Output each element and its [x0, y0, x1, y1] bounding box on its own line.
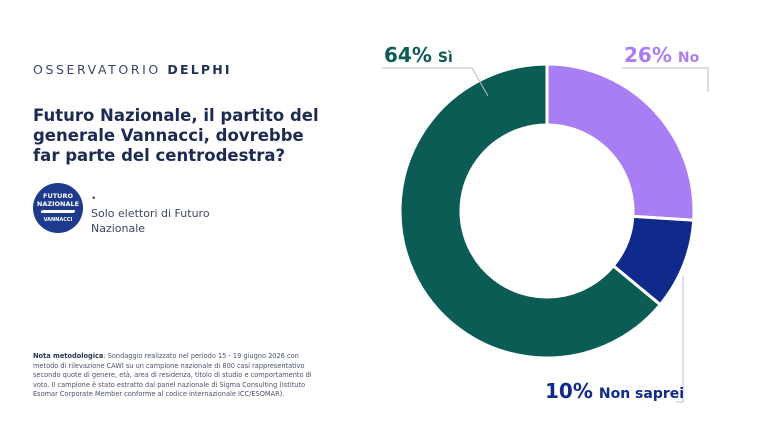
question-title: Futuro Nazionale, il partito del general… [33, 106, 319, 165]
brand-name: OSSERVATORIO [33, 62, 161, 77]
leader-line [676, 276, 684, 403]
sample-subtitle: Solo elettori di Futuro Nazionale [91, 207, 210, 235]
note-text: Sondaggio realizzato nel periodo 15 - 19… [33, 352, 312, 399]
data-label-s-: 64% Sì [384, 43, 453, 67]
data-label-non-saprei: 10% Non saprei [545, 379, 684, 403]
logo-line-2: NAZIONALE [36, 200, 80, 208]
leader-line [382, 67, 489, 97]
logo-line-3: VANNACCI [43, 217, 73, 223]
slice-no [545, 62, 696, 222]
slice-s- [398, 62, 663, 360]
data-label-no: 26% No [624, 43, 700, 67]
methodology-note: Nota metodologica: Sondaggio realizzato … [33, 352, 312, 399]
logo-line-1: FUTURO [43, 192, 73, 200]
futuro-nazionale-logo: FUTURO NAZIONALE VANNACCI [33, 183, 83, 233]
brand-logo: OSSERVATORIO DELPHI [33, 62, 232, 77]
brand-highlight: DELPHI [167, 62, 232, 77]
bullet-dot: • [91, 194, 97, 204]
leader-line [622, 67, 709, 92]
note-label: Nota metodologica [33, 352, 104, 360]
